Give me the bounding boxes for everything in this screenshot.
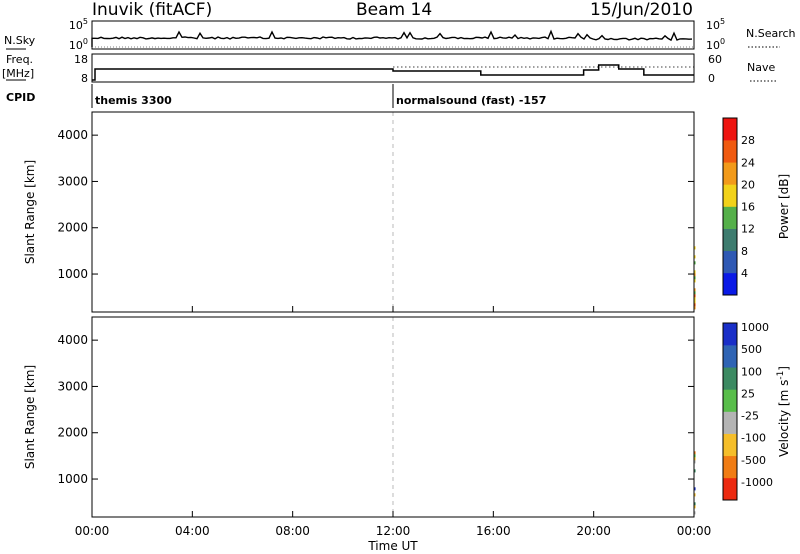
frequency-trace <box>92 64 694 81</box>
noise-tick-right-top: 105 <box>706 17 725 32</box>
freq-unit-label: [MHz] <box>2 67 34 80</box>
velocity-colorbar-cell-2 <box>723 433 737 457</box>
noise-tick-left-bottom: 100 <box>69 37 88 52</box>
velocity-colorbar-cell-7 <box>723 323 737 346</box>
station-title: Inuvik (fitACF) <box>92 0 213 20</box>
xtick-label-4: 16:00 <box>476 524 511 538</box>
velocity-colorbar-cell-6 <box>723 345 737 368</box>
velocity-colorbar-tick-1: 500 <box>741 343 762 356</box>
velocity-ytick-label-2: 3000 <box>57 379 88 393</box>
velocity-ytick-label-0: 1000 <box>57 472 88 486</box>
date-title: 15/Jun/2010 <box>590 0 693 20</box>
noise-tick-right-bottom: 100 <box>706 37 725 52</box>
power-colorbar-cell-5 <box>723 162 737 185</box>
power-colorbar-cell-3 <box>723 206 737 229</box>
velocity-colorbar-cell-0 <box>723 477 737 501</box>
velocity-ylabel: Slant Range [km] <box>23 365 37 469</box>
power-colorbar-cell-7 <box>723 118 737 141</box>
velocity-colorbar-cell-5 <box>723 367 737 390</box>
velocity-colorbar-tick-3: 25 <box>741 387 755 400</box>
nave-tick-top: 60 <box>708 53 722 66</box>
power-colorbar-tick-5: 24 <box>741 156 755 169</box>
nave-label: Nave <box>747 61 775 74</box>
velocity-colorbar-tick-7: -1000 <box>741 476 773 489</box>
velocity-colorbar-tick-5: -100 <box>741 432 766 445</box>
xlabel: Time UT <box>367 539 418 553</box>
power-colorbar-tick-3: 16 <box>741 201 755 214</box>
velocity-colorbar-tick-2: 100 <box>741 365 762 378</box>
power-colorbar-cell-1 <box>723 250 737 274</box>
power-colorbar-cell-2 <box>723 228 737 252</box>
cpid-label: CPID <box>6 91 35 104</box>
velocity-colorbar-tick-4: -25 <box>741 410 759 423</box>
noise-panel-frame <box>91 20 695 50</box>
xtick-label-2: 08:00 <box>275 524 310 538</box>
freq-panel-frame <box>91 53 695 83</box>
power-colorbar-label: Power [dB] <box>777 174 791 239</box>
beam-title: Beam 14 <box>356 0 433 20</box>
power-ytick-label-1: 2000 <box>57 221 88 235</box>
xtick-label-3: 12:00 <box>376 524 411 538</box>
nave-tick-bottom: 0 <box>708 72 715 85</box>
nsearch-label: N.Search <box>746 27 796 40</box>
power-ylabel: Slant Range [km] <box>23 160 37 264</box>
freq-tick-top: 18 <box>74 53 88 66</box>
power-colorbar-cell-6 <box>723 140 737 163</box>
power-colorbar-frame <box>722 117 738 296</box>
power-colorbar-tick-4: 20 <box>741 178 755 191</box>
velocity-colorbar-cell-3 <box>723 411 737 434</box>
power-colorbar-cell-4 <box>723 184 737 207</box>
nsky-label: N.Sky <box>4 34 36 47</box>
power-colorbar-cell-0 <box>723 272 737 296</box>
power-colorbar-tick-2: 12 <box>741 223 755 236</box>
power-colorbar-tick-6: 28 <box>741 134 755 147</box>
power-colorbar-tick-0: 4 <box>741 267 748 280</box>
velocity-colorbar-cell-4 <box>723 389 737 412</box>
power-ytick-label-0: 1000 <box>57 267 88 281</box>
freq-tick-bottom: 8 <box>81 72 88 85</box>
freq-label: Freq. <box>6 53 33 66</box>
xtick-label-6: 00:00 <box>677 524 712 538</box>
velocity-colorbar-cell-1 <box>723 455 737 479</box>
power-ytick-label-2: 3000 <box>57 174 88 188</box>
power-colorbar-tick-1: 8 <box>741 245 748 258</box>
noise-sky-trace <box>91 29 693 47</box>
xtick-label-5: 20:00 <box>576 524 611 538</box>
noise-tick-left-top: 105 <box>69 17 88 32</box>
velocity-colorbar-label: Velocity [m s-1] <box>776 366 791 457</box>
xtick-label-0: 00:00 <box>75 524 110 538</box>
xtick-label-1: 04:00 <box>175 524 210 538</box>
cpid-segment-label-0: themis 3300 <box>95 94 172 107</box>
velocity-ytick-label-3: 4000 <box>57 333 88 347</box>
cpid-segment-label-1: normalsound (fast) -157 <box>396 94 546 107</box>
velocity-colorbar-frame <box>722 322 738 501</box>
power-ytick-label-3: 4000 <box>57 128 88 142</box>
velocity-colorbar-tick-0: 1000 <box>741 321 769 334</box>
velocity-colorbar-tick-6: -500 <box>741 454 766 467</box>
velocity-ytick-label-1: 2000 <box>57 426 88 440</box>
